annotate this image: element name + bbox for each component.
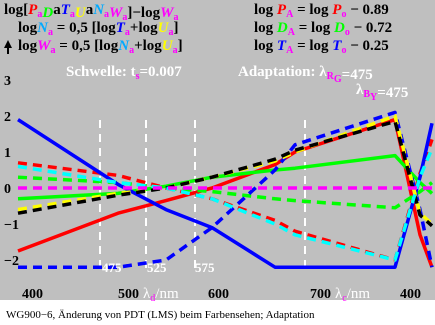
- series-line-3: [17, 175, 434, 210]
- x-tick-label-2: 600: [208, 287, 229, 302]
- x-axis-label-d: λd/nm: [143, 286, 179, 304]
- series-line-5: [18, 110, 434, 269]
- lambda-by-label: λBY=475: [356, 82, 408, 103]
- header-left-2: logNa = 0,5 [logTa+logUa]: [18, 20, 178, 38]
- x-tick-label-3: 700: [310, 287, 331, 302]
- header-right-2: log DA = log Do − 0.72: [254, 20, 392, 38]
- x-tick-label-4: 400: [400, 287, 421, 302]
- series-group: [17, 110, 434, 269]
- y-tick-label-5: −2: [4, 254, 19, 269]
- y-tick-label-2: 1: [4, 146, 11, 161]
- y-tick-labels: 3 2 1 0 −1 −2: [4, 74, 19, 269]
- inner-tick-label-1: 525: [147, 260, 167, 275]
- header-left-1: log[PaDaTaUaNaWa]−logWa: [4, 2, 178, 23]
- y-tick-label-3: 0: [4, 182, 11, 197]
- x-tick-label-1: 500: [118, 287, 139, 302]
- y-tick-label-4: −1: [4, 218, 19, 233]
- inner-tick-labels: 475 525 575: [102, 260, 215, 275]
- adaptation-label: Adaptation: λRG=475: [238, 64, 373, 85]
- y-tick-label-0: 3: [4, 74, 11, 89]
- header-right-1: log PA = log Po − 0.89: [254, 2, 389, 20]
- x-axis-label-c: λc/nm: [335, 286, 370, 304]
- y-tick-label-1: 2: [4, 110, 11, 125]
- inner-tick-label-0: 475: [102, 260, 122, 275]
- up-arrow-icon: [4, 40, 12, 48]
- series-line-4: [17, 118, 434, 269]
- plot-area: [0, 0, 435, 300]
- header-left-3: logWa = 0,5 [logNa+logUa]: [18, 38, 183, 56]
- figure-caption: WG900−6, Änderung von PDT (LMS) beim Far…: [6, 309, 315, 321]
- series-line-7: [17, 119, 434, 228]
- inner-tick-label-2: 575: [195, 260, 215, 275]
- header-right-3: log TA = log To − 0.25: [254, 38, 389, 56]
- threshold-label: Schwelle: ts=0.007: [66, 64, 182, 82]
- x-tick-label-0: 400: [22, 287, 43, 302]
- x-tick-labels: 400 500 600 700 400 λd/nm λc/nm: [22, 286, 421, 304]
